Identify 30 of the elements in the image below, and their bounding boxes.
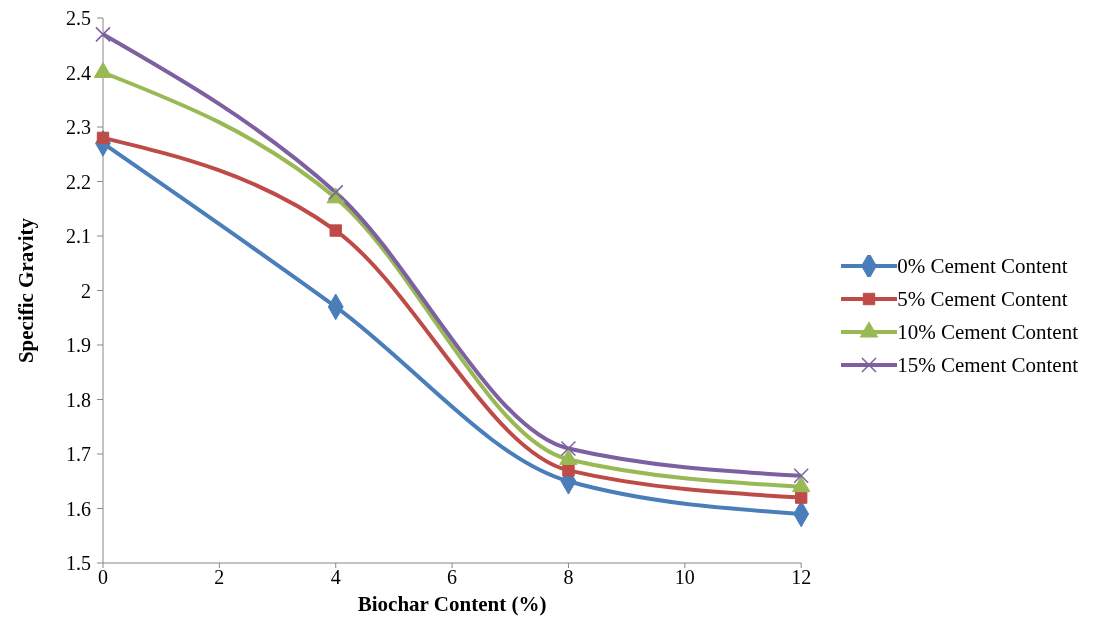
x-tick-label: 0 [98, 566, 108, 589]
x-tick-label: 6 [447, 566, 458, 589]
y-tick-label: 1.8 [66, 388, 91, 411]
y-tick-label: 1.9 [66, 334, 91, 356]
x-tick-label: 12 [791, 566, 812, 589]
x-tick-label: 4 [330, 566, 341, 589]
legend-label: 15% Cement Content [897, 352, 1078, 378]
point [793, 468, 809, 484]
y-tick-label: 1.5 [66, 552, 91, 574]
y-tick-label: 2.2 [66, 170, 91, 193]
y-tick-label: 2 [81, 279, 91, 302]
y-tick-label: 1.6 [66, 497, 91, 520]
point [95, 26, 111, 43]
point [329, 224, 342, 237]
y-axis-title: Specific Gravity [14, 217, 39, 364]
point [560, 440, 577, 457]
y-tick-label: 2.5 [66, 7, 91, 29]
x-axis-title: Biochar Content (%) [357, 592, 547, 616]
x-tick-label: 10 [674, 566, 695, 589]
legend-label: 5% Cement Content [897, 286, 1068, 312]
x-tick-label: 2 [214, 566, 225, 589]
legend-label: 10% Cement Content [897, 319, 1078, 345]
y-tick-label: 2.3 [66, 116, 91, 138]
y-tick-label: 2.4 [66, 61, 91, 84]
point [562, 464, 575, 477]
y-tick-label: 1.7 [66, 443, 91, 465]
legend-label: 0% Cement Content [897, 253, 1068, 279]
point [794, 491, 808, 504]
y-tick-label: 2.1 [66, 225, 91, 247]
x-tick-label: 8 [563, 566, 574, 589]
